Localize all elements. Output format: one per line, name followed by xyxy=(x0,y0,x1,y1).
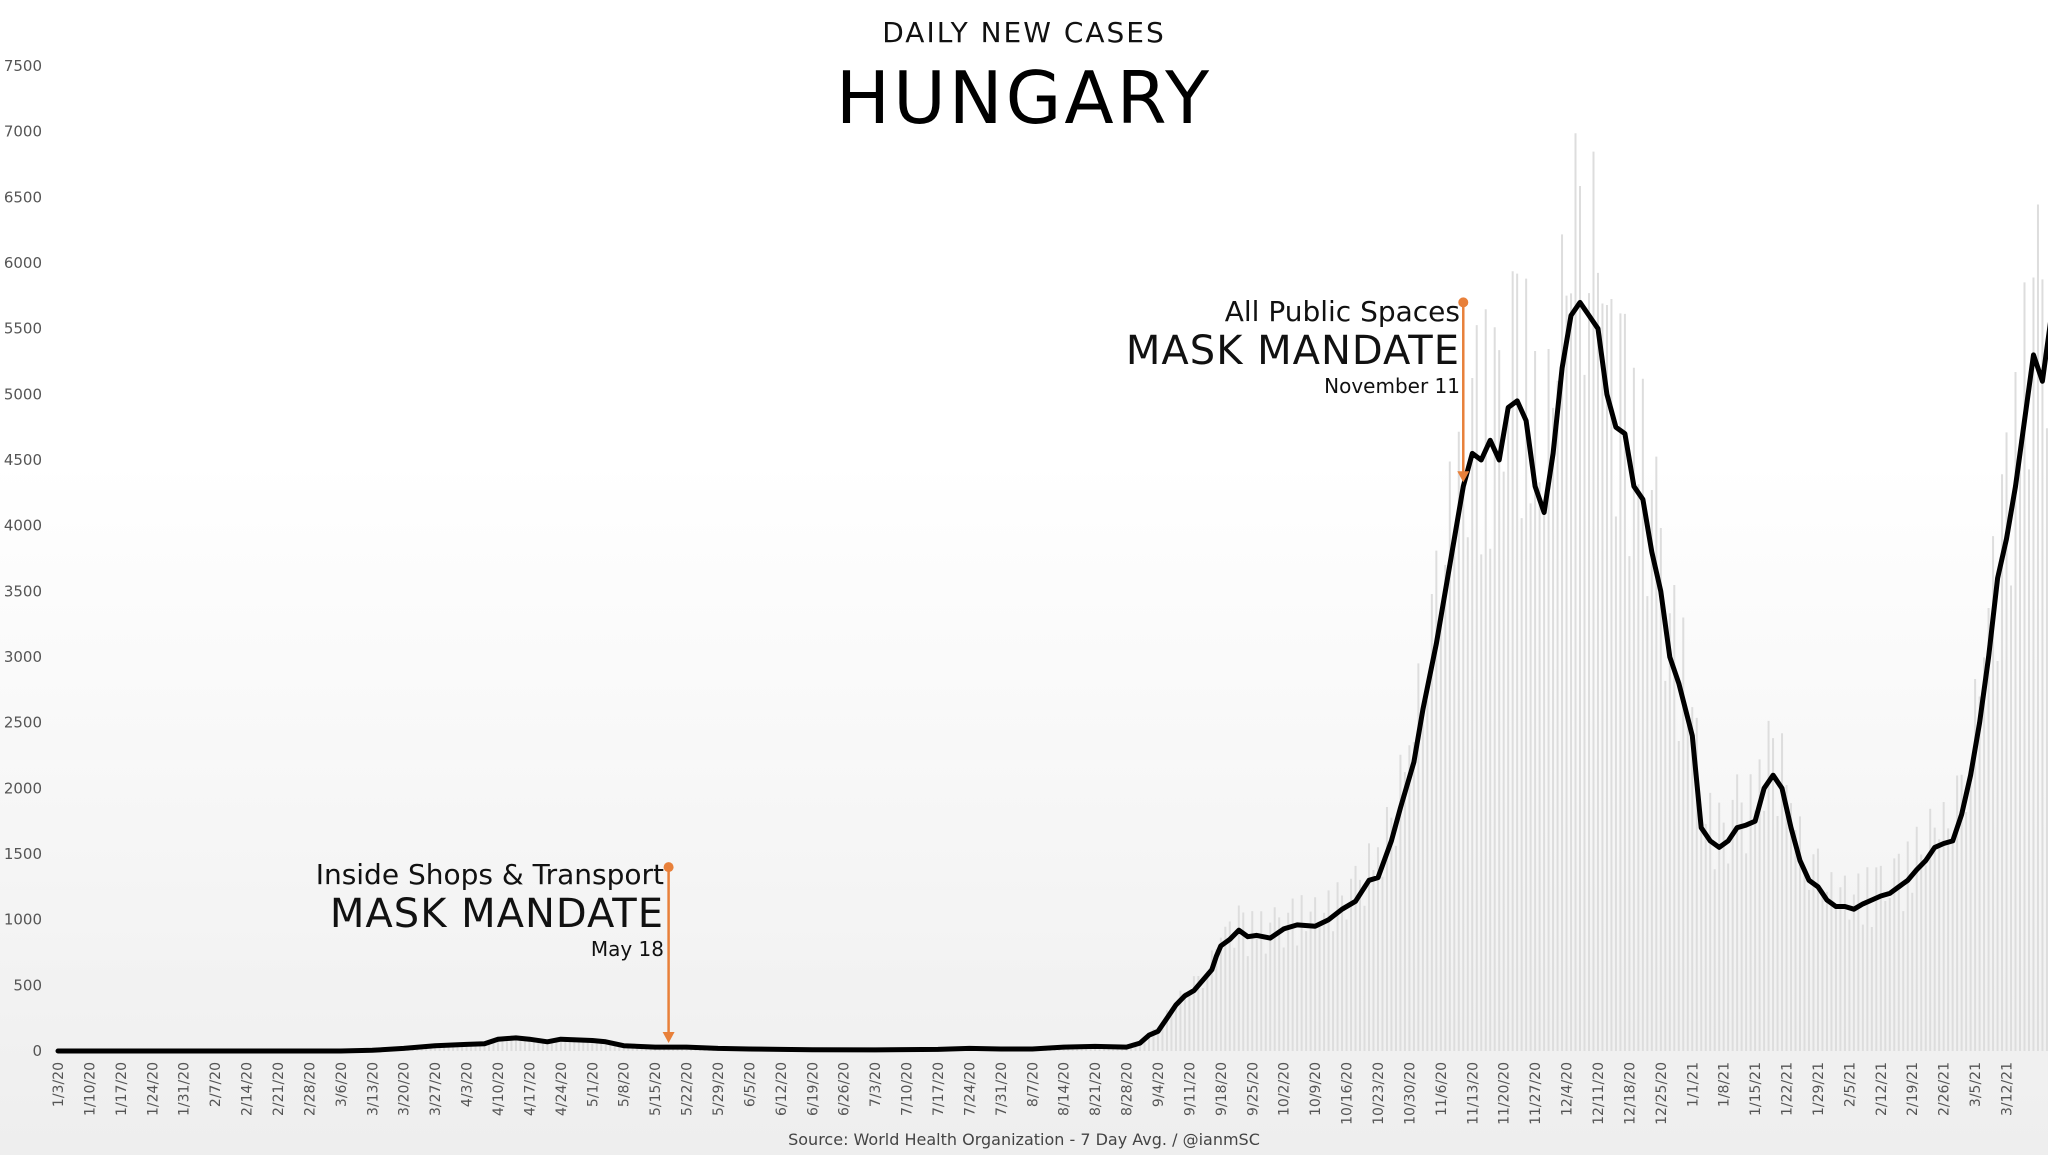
y-tick-label: 6500 xyxy=(4,188,42,206)
x-tick-label: 1/3/20 xyxy=(51,1062,67,1107)
x-tick-label: 5/29/20 xyxy=(711,1062,727,1116)
x-tick-label: 6/5/20 xyxy=(742,1062,758,1107)
annotation-line1: Inside Shops & Transport xyxy=(315,858,664,891)
x-tick-label: 1/17/20 xyxy=(114,1062,130,1116)
x-tick-label: 2/21/20 xyxy=(271,1062,287,1116)
x-tick-label: 9/25/20 xyxy=(1245,1062,1261,1116)
x-tick-label: 4/24/20 xyxy=(554,1062,570,1116)
x-tick-label: 10/30/20 xyxy=(1402,1062,1418,1125)
x-tick-label: 11/27/20 xyxy=(1528,1062,1544,1125)
x-tick-label: 2/7/20 xyxy=(208,1062,224,1107)
x-tick-label: 2/19/21 xyxy=(1905,1062,1921,1116)
annotation-line3: May 18 xyxy=(590,937,664,961)
x-tick-label: 9/11/20 xyxy=(1182,1062,1198,1116)
x-tick-label: 3/20/20 xyxy=(397,1062,413,1116)
x-tick-label: 6/26/20 xyxy=(837,1062,853,1116)
x-tick-label: 3/13/20 xyxy=(365,1062,381,1116)
y-tick-label: 5000 xyxy=(4,385,42,403)
y-tick-label: 3500 xyxy=(4,582,42,600)
x-tick-label: 1/31/20 xyxy=(177,1062,193,1116)
y-tick-label: 1000 xyxy=(4,911,42,929)
y-tick-label: 5500 xyxy=(4,320,42,338)
x-tick-label: 9/4/20 xyxy=(1151,1062,1167,1107)
x-tick-label: 1/8/21 xyxy=(1717,1062,1733,1107)
x-tick-label: 5/8/20 xyxy=(617,1062,633,1107)
y-tick-label: 1500 xyxy=(4,845,42,863)
x-tick-label: 5/1/20 xyxy=(585,1062,601,1107)
annotation-november-11: All Public Spaces MASK MANDATE November … xyxy=(1126,295,1460,398)
x-tick-label: 12/18/20 xyxy=(1622,1062,1638,1125)
annotation-arrow-november-11 xyxy=(1457,297,1470,483)
annotation-line3: November 11 xyxy=(1324,374,1460,398)
y-tick-label: 4000 xyxy=(4,517,42,535)
x-tick-label: 3/12/21 xyxy=(2000,1062,2016,1116)
annotation-line1: All Public Spaces xyxy=(1224,295,1460,328)
x-tick-label: 12/4/20 xyxy=(1560,1062,1576,1116)
series-line-7day-avg xyxy=(55,299,2048,1054)
x-tick-label: 10/16/20 xyxy=(1340,1062,1356,1125)
x-tick-label: 2/5/21 xyxy=(1842,1062,1858,1107)
annotation-line2: MASK MANDATE xyxy=(329,891,664,937)
x-tick-label: 6/12/20 xyxy=(774,1062,790,1116)
annotation-arrowhead xyxy=(662,1032,675,1044)
annotation-arrow-may-18 xyxy=(662,862,675,1044)
x-tick-label: 10/9/20 xyxy=(1308,1062,1324,1116)
source-note: Source: World Health Organization - 7 Da… xyxy=(788,1130,1260,1149)
chart-title: HUNGARY xyxy=(835,56,1213,140)
x-tick-label: 11/6/20 xyxy=(1434,1062,1450,1116)
y-tick-label: 6000 xyxy=(4,254,42,272)
x-tick-label: 7/3/20 xyxy=(868,1062,884,1107)
y-tick-label: 2500 xyxy=(4,714,42,732)
x-tick-label: 8/21/20 xyxy=(1088,1062,1104,1116)
x-tick-label: 3/6/20 xyxy=(334,1062,350,1107)
x-tick-label: 10/2/20 xyxy=(1277,1062,1293,1116)
y-tick-label: 3000 xyxy=(4,648,42,666)
x-tick-label: 12/25/20 xyxy=(1654,1062,1670,1125)
x-tick-label: 1/1/21 xyxy=(1685,1062,1701,1107)
annotation-arrowhead xyxy=(1457,471,1470,483)
x-tick-label: 4/17/20 xyxy=(522,1062,538,1116)
x-tick-label: 6/19/20 xyxy=(805,1062,821,1116)
x-tick-label: 3/5/21 xyxy=(1968,1062,1984,1107)
x-tick-label: 1/29/21 xyxy=(1811,1062,1827,1116)
x-tick-label: 8/7/20 xyxy=(1025,1062,1041,1107)
x-tick-label: 5/15/20 xyxy=(648,1062,664,1116)
x-tick-label: 1/24/20 xyxy=(145,1062,161,1116)
x-tick-label: 9/18/20 xyxy=(1214,1062,1230,1116)
annotation-line2: MASK MANDATE xyxy=(1125,328,1460,374)
x-tick-label: 2/14/20 xyxy=(240,1062,256,1116)
x-tick-label: 1/15/21 xyxy=(1748,1062,1764,1116)
x-tick-label: 2/28/20 xyxy=(302,1062,318,1116)
x-tick-label: 2/12/21 xyxy=(1874,1062,1890,1116)
x-tick-label: 7/17/20 xyxy=(931,1062,947,1116)
x-tick-label: 7/31/20 xyxy=(994,1062,1010,1116)
x-tick-label: 11/13/20 xyxy=(1465,1062,1481,1125)
y-tick-label: 7000 xyxy=(4,123,42,141)
chart-supertitle: DAILY NEW CASES xyxy=(882,16,1166,49)
x-tick-label: 4/3/20 xyxy=(460,1062,476,1107)
annotation-may-18: Inside Shops & Transport MASK MANDATE Ma… xyxy=(316,858,664,961)
x-tick-label: 8/14/20 xyxy=(1057,1062,1073,1116)
x-tick-label: 11/20/20 xyxy=(1497,1062,1513,1125)
x-tick-label: 2/26/21 xyxy=(1937,1062,1953,1116)
y-tick-label: 7500 xyxy=(4,57,42,75)
y-tick-label: 0 xyxy=(32,1042,42,1060)
x-tick-label: 3/27/20 xyxy=(428,1062,444,1116)
y-tick-label: 2000 xyxy=(4,779,42,797)
x-tick-label: 7/10/20 xyxy=(900,1062,916,1116)
x-tick-label: 12/11/20 xyxy=(1591,1062,1607,1125)
x-tick-label: 8/28/20 xyxy=(1120,1062,1136,1116)
y-tick-label: 500 xyxy=(13,976,42,994)
x-tick-label: 5/22/20 xyxy=(680,1062,696,1116)
x-tick-label: 10/23/20 xyxy=(1371,1062,1387,1125)
y-tick-label: 4500 xyxy=(4,451,42,469)
x-tick-label: 1/22/21 xyxy=(1780,1062,1796,1116)
x-tick-label: 1/10/20 xyxy=(82,1062,98,1116)
x-tick-label: 4/10/20 xyxy=(491,1062,507,1116)
x-tick-label: 7/24/20 xyxy=(962,1062,978,1116)
